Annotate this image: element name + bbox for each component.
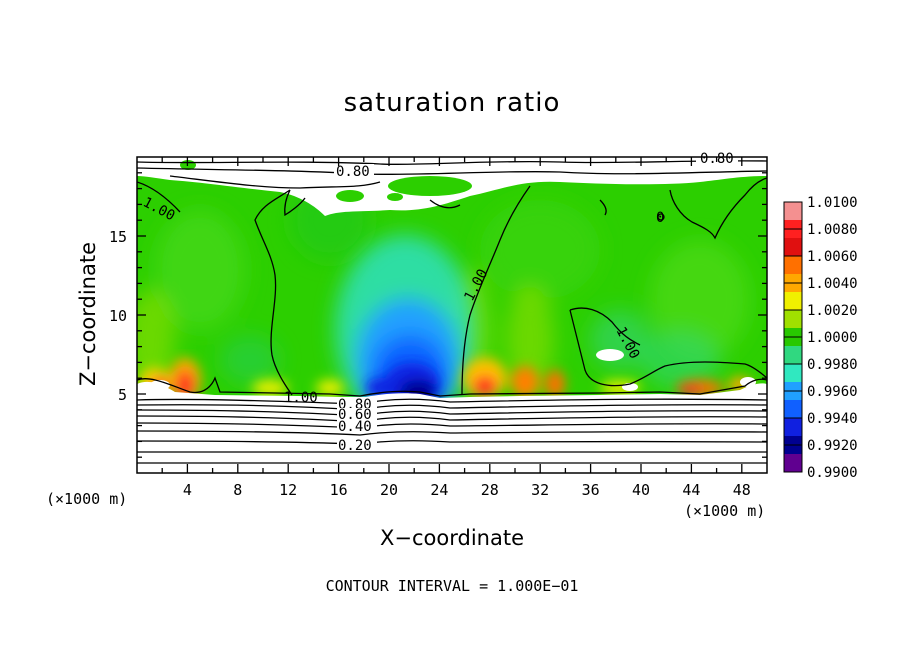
x-tick-label: 12: [279, 481, 297, 499]
colorbar-swatch: [784, 310, 802, 329]
colorbar-tick-label: 0.9940: [807, 411, 858, 427]
colorbar-tick-label: 1.0080: [807, 222, 858, 238]
colorbar-swatch: [784, 400, 802, 419]
colorbar-tick-label: 1.0100: [807, 195, 858, 211]
contour-label: 0: [656, 210, 664, 226]
colorbar-tick-label: 1.0040: [807, 276, 858, 292]
x-tick-label: 8: [233, 481, 242, 499]
y-tick-label: 10: [109, 307, 127, 325]
x-tick-label: 40: [632, 481, 650, 499]
x-unit-label-left: (×1000 m): [46, 490, 128, 508]
y-axis: 5 10 15: [109, 172, 767, 458]
contour-label: 1.00: [284, 390, 318, 406]
x-tick-label: 20: [380, 481, 398, 499]
x-axis: 4 8 12 16 20 24 28 32 36 40 44 48: [161, 157, 751, 499]
x-tick-label: 24: [430, 481, 448, 499]
colorbar-tick-label: 1.0020: [807, 303, 858, 319]
x-tick-label: 16: [330, 481, 348, 499]
y-tick-label: 5: [118, 386, 127, 404]
colorbar-tick-label: 1.0060: [807, 249, 858, 265]
chart-title: saturation ratio: [343, 88, 561, 118]
x-unit-label-right: (×1000 m): [684, 502, 766, 520]
contour-label: 0.80: [336, 164, 370, 180]
x-tick-label: 4: [183, 481, 192, 499]
colorbar-swatch: [784, 238, 802, 257]
x-tick-label: 48: [733, 481, 751, 499]
x-tick-label: 28: [481, 481, 499, 499]
colorbar-swatch: [784, 418, 802, 437]
contour-label-group: 0.80 0.80 1.00 1.00 1.00 1.00 0 0.80 0.6…: [140, 151, 738, 454]
colorbar-tick-label: 0.9980: [807, 357, 858, 373]
x-tick-label: 32: [531, 481, 549, 499]
x-tick-label: 36: [582, 481, 600, 499]
x-tick-label: 44: [682, 481, 700, 499]
colorbar-tick-label: 1.0000: [807, 330, 858, 346]
colorbar-swatch: [784, 364, 802, 383]
colorbar-tick-label: 0.9920: [807, 438, 858, 454]
x-axis-label: X−coordinate: [380, 526, 524, 550]
colorbar-swatch: [784, 346, 802, 365]
y-tick-label: 15: [109, 228, 127, 246]
colorbar-swatch: [784, 454, 802, 473]
contour-label: 0.40: [338, 419, 372, 435]
colorbar-tick-label: 0.9960: [807, 384, 858, 400]
colorbar-swatch: [784, 202, 802, 221]
contour-lines: [137, 160, 767, 464]
contour-interval-note: CONTOUR INTERVAL = 1.000E−01: [325, 577, 579, 595]
colorbar-swatch: [784, 292, 802, 311]
colorbar-swatch: [784, 256, 802, 275]
contour-label: 0.20: [338, 438, 372, 454]
colorbar: 1.0100 1.0080 1.0060 1.0040 1.0020 1.0000 0.99…: [783, 195, 858, 481]
colorbar-tick-label: 0.9900: [807, 465, 858, 481]
